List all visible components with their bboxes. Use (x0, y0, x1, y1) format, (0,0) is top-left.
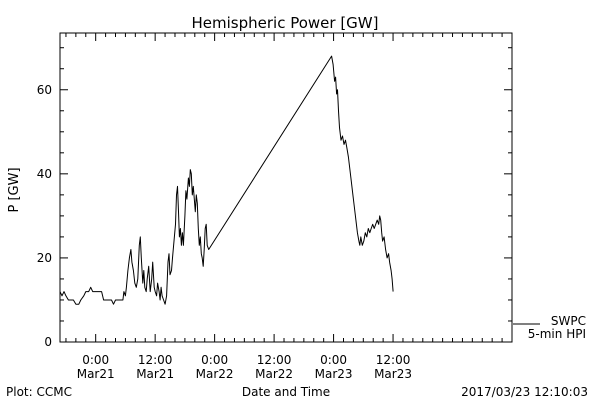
x-axis-label: Date and Time (242, 385, 330, 399)
y-axis-label: P [GW] (7, 167, 22, 212)
y-axis-ticks: 0 20 40 60 (37, 47, 512, 349)
plot-border (59, 32, 513, 343)
timestamp: 2017/03/23 12:10:03 (461, 385, 588, 399)
legend-label-hpi: 5-min HPI (528, 327, 586, 341)
x-tick-date-label: Mar21 (136, 367, 174, 381)
x-axis-ticks: 0:00Mar2112:00Mar210:00Mar2212:00Mar220:… (65, 33, 513, 381)
series-line (59, 55, 394, 305)
x-tick-time-label: 12:00 (376, 353, 411, 367)
plot-frame (59, 32, 513, 343)
x-tick-date-label: Mar21 (77, 367, 115, 381)
x-tick-time-label: 0:00 (82, 353, 109, 367)
y-tick-label: 20 (37, 251, 52, 265)
x-tick-time-label: 0:00 (320, 353, 347, 367)
x-tick-date-label: Mar22 (255, 367, 293, 381)
chart-title: Hemispheric Power [GW] (192, 14, 379, 32)
x-tick-date-label: Mar22 (196, 367, 234, 381)
y-tick-label: 0 (44, 335, 52, 349)
y-tick-label: 40 (37, 167, 52, 181)
legend-label-swpc: SWPC (551, 314, 586, 328)
x-tick-time-label: 12:00 (257, 353, 292, 367)
x-tick-time-label: 0:00 (201, 353, 228, 367)
x-tick-time-label: 12:00 (138, 353, 173, 367)
y-tick-label: 60 (37, 83, 52, 97)
plot-credit: Plot: CCMC (6, 385, 72, 399)
x-tick-date-label: Mar23 (315, 367, 353, 381)
x-tick-date-label: Mar23 (374, 367, 412, 381)
data-series (59, 55, 394, 305)
